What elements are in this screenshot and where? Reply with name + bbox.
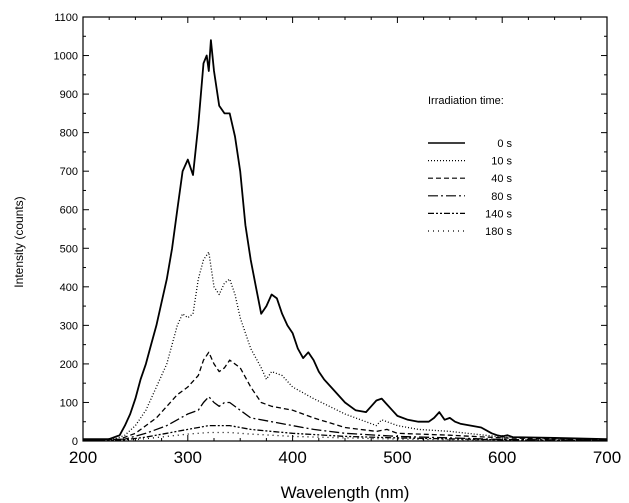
- legend: Irradiation time: 0 s 10 s 40 s 80 s 140 s 180…: [428, 95, 512, 238]
- x-axis-title: Wavelength (nm): [281, 483, 410, 502]
- axes: 0 100 200 300 400 500 600 700 800 900 1000 1100 200 3…: [54, 12, 622, 467]
- legend-label: 180 s: [485, 226, 512, 238]
- plot-frame: [82, 16, 608, 442]
- y-axis-title: Intensity (counts): [12, 196, 26, 287]
- x-tick-label: 400: [278, 448, 306, 467]
- legend-label: 80 s: [491, 191, 512, 203]
- series-line-140s: [82, 424, 608, 442]
- y-tick-label: 300: [60, 320, 78, 332]
- series-line-40s: [82, 351, 608, 441]
- legend-label: 10 s: [491, 156, 512, 168]
- y-tick-label: 200: [60, 359, 78, 371]
- legend-label: 140 s: [485, 208, 512, 220]
- y-tick-label: 700: [60, 166, 78, 178]
- y-tick-label: 500: [60, 243, 78, 255]
- y-tick-label: 1000: [54, 51, 78, 63]
- series-lines: [82, 39, 608, 442]
- legend-title: Irradiation time:: [428, 95, 504, 107]
- x-tick-label: 500: [383, 448, 411, 467]
- x-tick-label: 600: [488, 448, 516, 467]
- x-tick-label: 300: [174, 448, 202, 467]
- y-tick-label: 1100: [54, 12, 78, 24]
- y-tick-label: 800: [60, 128, 78, 140]
- y-tick-label: 400: [60, 282, 78, 294]
- series-line-0s: [83, 39, 608, 441]
- x-tick-label: 200: [69, 448, 97, 467]
- series-line-80s: [82, 396, 608, 441]
- series-line-10s: [82, 251, 608, 441]
- y-tick-label: 100: [60, 397, 78, 409]
- y-tick-label: 0: [72, 436, 78, 448]
- y-tick-label: 900: [60, 89, 78, 101]
- legend-label: 0 s: [497, 138, 512, 150]
- legend-label: 40 s: [491, 173, 512, 185]
- y-tick-label: 600: [60, 205, 78, 217]
- x-tick-label: 700: [593, 448, 621, 467]
